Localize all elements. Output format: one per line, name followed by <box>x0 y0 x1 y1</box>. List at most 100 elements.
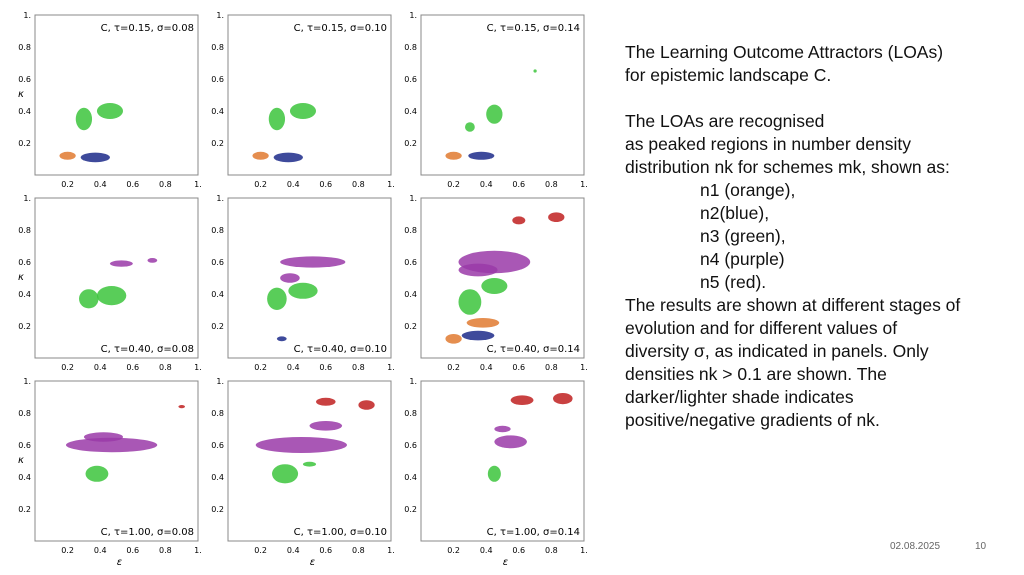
x-tick-label: 0.8 <box>545 180 558 189</box>
panel: 0.2 0.4 0.6 0.8 1.0.20.40.60.81.C, τ=0.40, σ… <box>18 194 202 372</box>
attractor-blob <box>445 334 462 344</box>
attractor-blob <box>486 104 503 124</box>
x-tick-label: 0.2 <box>254 180 267 189</box>
y-tick-label: 0.6 <box>404 75 417 84</box>
y-tick-label: 0.6 <box>404 258 417 267</box>
attractor-blob <box>96 103 124 119</box>
panel-frame <box>227 197 392 359</box>
x-tick-label: 0.4 <box>480 546 493 555</box>
text-line: n3 (green), <box>700 226 786 246</box>
panel-label: C, τ=0.15, σ=0.14 <box>487 23 580 34</box>
x-axis-label: ε <box>503 557 509 568</box>
y-tick-label: 0.8 <box>18 409 31 418</box>
attractor-blob <box>465 122 475 132</box>
text-line: as peaked regions in number density <box>625 134 912 154</box>
attractor-blob <box>273 152 303 163</box>
x-tick-label: 0.8 <box>352 363 365 372</box>
x-tick-label: 1. <box>580 363 588 372</box>
attractor-blob <box>65 437 158 453</box>
attractor-blob <box>510 395 534 406</box>
attractor-blob <box>79 289 99 309</box>
attractor-blob <box>288 282 318 299</box>
attractor-blob <box>445 151 462 160</box>
attractor-blob <box>85 465 109 482</box>
y-tick-label: 0.2 <box>404 322 417 331</box>
y-tick-label: 0.6 <box>211 75 224 84</box>
attractor-blob <box>468 151 495 160</box>
attractor-blob <box>316 397 336 406</box>
panel: 0.2 0.4 0.6 0.8 1. 0.2 0.4 0.6 0.8 1. C, τ=0.15, σ… <box>18 11 202 189</box>
y-tick-label: 1. <box>23 194 31 203</box>
x-tick-label: 0.8 <box>159 546 172 555</box>
panel: 0.2 0.4 0.6 0.8 1. 0.2 0.4 0.6 0.8 1. C, τ=0.15, σ… <box>404 11 588 189</box>
x-tick-label: 1. <box>580 180 588 189</box>
x-tick-label: 0.8 <box>352 180 365 189</box>
x-tick-label: 0.4 <box>480 180 493 189</box>
footer-date: 02.08.2025 <box>890 541 941 552</box>
y-tick-label: 1. <box>409 11 417 20</box>
panel: 0.2 0.4 0.6 0.8 1.0.20.40.60.81.C, τ=0.40, σ… <box>211 194 395 372</box>
x-tick-label: 0.8 <box>352 546 365 555</box>
attractor-blob <box>252 151 269 160</box>
x-tick-label: 0.2 <box>61 363 74 372</box>
panel-label: C, τ=0.15, σ=0.08 <box>101 23 194 34</box>
y-tick-label: 0.8 <box>211 409 224 418</box>
x-tick-label: 0.6 <box>319 546 332 555</box>
x-tick-label: 1. <box>194 180 202 189</box>
x-tick-label: 0.8 <box>545 363 558 372</box>
attractor-blob <box>461 330 495 341</box>
attractor-blob <box>96 286 127 306</box>
x-tick-label: 0.4 <box>287 180 300 189</box>
text-line: densities nk > 0.1 are shown. The <box>625 364 887 384</box>
attractor-blob <box>494 425 511 433</box>
x-axis-label: ε <box>117 557 123 568</box>
x-tick-label: 0.2 <box>254 363 267 372</box>
x-tick-label: 1. <box>387 363 395 372</box>
panel: 0.2 0.4 0.6 0.8 1.0.20.40.60.81.C, τ=0.40, σ… <box>404 194 588 372</box>
y-tick-label: 0.2 <box>18 139 31 148</box>
attractor-blob <box>80 152 110 163</box>
x-tick-label: 0.4 <box>287 363 300 372</box>
y-tick-label: 0.4 <box>404 290 417 299</box>
attractor-blob <box>494 435 527 449</box>
panel: 0.2 0.4 0.6 0.8 1.0.20.40.60.81.C, τ=1.00, σ… <box>18 377 202 568</box>
x-tick-label: 1. <box>387 180 395 189</box>
y-axis-label: κ <box>18 89 24 100</box>
attractor-blob <box>280 273 300 283</box>
x-tick-label: 0.6 <box>512 363 525 372</box>
x-tick-label: 0.4 <box>94 180 107 189</box>
y-tick-label: 1. <box>409 377 417 386</box>
panel-label: C, τ=0.15, σ=0.10 <box>294 23 387 34</box>
y-tick-label: 1. <box>216 194 224 203</box>
y-axis-label: κ <box>18 455 24 466</box>
attractor-blob <box>268 107 286 131</box>
y-tick-label: 1. <box>23 11 31 20</box>
panel-frame <box>420 197 585 359</box>
attractor-blob <box>83 432 124 442</box>
y-tick-label: 0.8 <box>211 43 224 52</box>
page-number: 10 <box>975 541 987 552</box>
panel-label: C, τ=1.00, σ=0.08 <box>101 527 194 538</box>
x-tick-label: 0.6 <box>512 180 525 189</box>
y-tick-label: 0.4 <box>18 290 31 299</box>
x-tick-label: 0.6 <box>319 180 332 189</box>
x-tick-label: 0.6 <box>126 363 139 372</box>
text-line: n4 (purple) <box>700 249 785 269</box>
panel-frame <box>34 197 199 359</box>
x-tick-label: 0.2 <box>447 180 460 189</box>
attractor-blob <box>267 287 287 310</box>
attractor-blob <box>548 212 565 222</box>
y-tick-label: 0.2 <box>404 505 417 514</box>
attractor-blob <box>458 289 482 315</box>
attractor-blob <box>309 421 343 431</box>
attractor-blob <box>280 256 346 268</box>
text-line: The results are shown at different stage… <box>625 295 961 315</box>
x-tick-label: 0.8 <box>159 180 172 189</box>
text-line: n5 (red). <box>700 272 767 292</box>
x-tick-label: 1. <box>387 546 395 555</box>
panel-frame <box>34 14 199 176</box>
x-tick-label: 0.4 <box>287 546 300 555</box>
x-tick-label: 0.2 <box>447 546 460 555</box>
y-tick-label: 0.6 <box>18 441 31 450</box>
y-tick-label: 1. <box>409 194 417 203</box>
